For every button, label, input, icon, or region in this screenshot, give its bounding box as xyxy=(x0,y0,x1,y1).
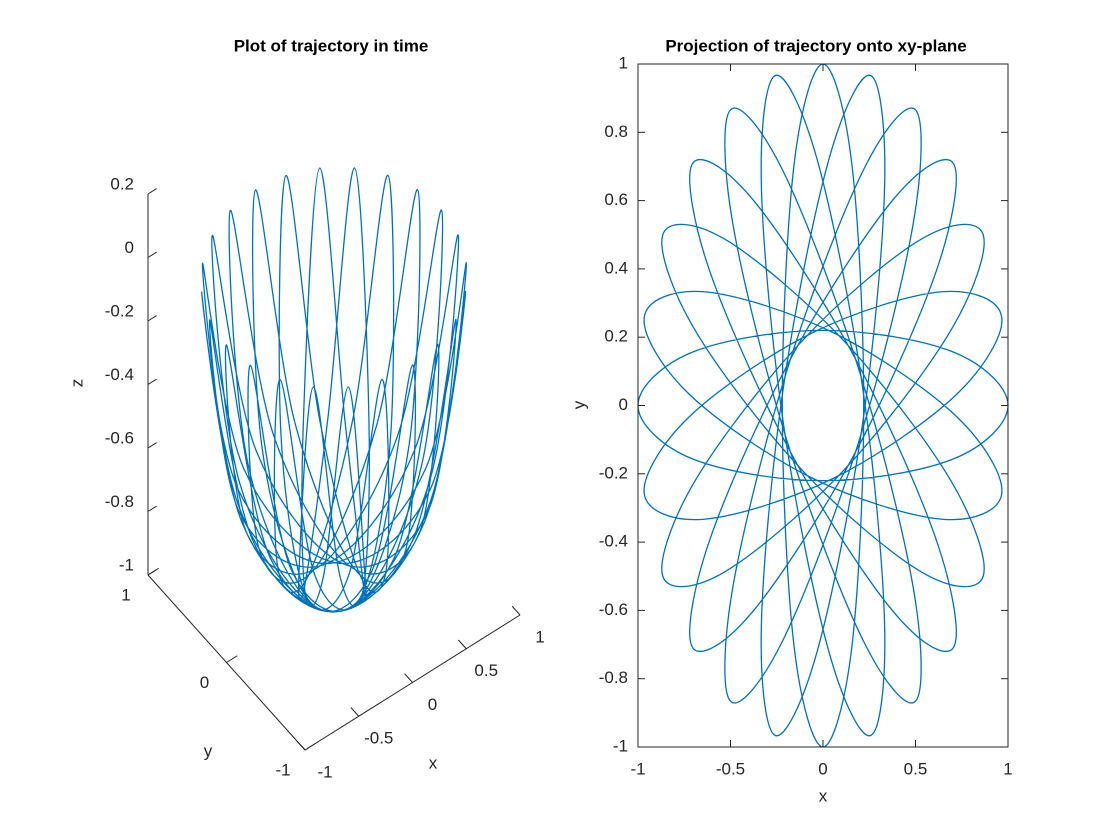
y-tick xyxy=(226,655,238,663)
x-axis-label: x xyxy=(429,753,438,772)
y-tick-label: 0 xyxy=(619,395,628,414)
x-tick-label: 1 xyxy=(1003,759,1012,778)
z-tick-label: -0.8 xyxy=(105,492,134,511)
x-tick xyxy=(404,673,413,683)
x-tick-label: -1 xyxy=(630,759,645,778)
y-tick-label: -0.4 xyxy=(599,532,628,551)
y-tick-label: -1 xyxy=(275,760,290,779)
z-tick-label: -0.2 xyxy=(105,301,134,320)
z-tick xyxy=(147,188,157,195)
y-tick-label: 0.8 xyxy=(604,122,628,141)
z-tick-label: 0 xyxy=(125,238,134,257)
z-tick-label: -0.4 xyxy=(105,365,134,384)
z-tick-label: -1 xyxy=(119,555,134,574)
z-tick-label: -0.6 xyxy=(105,428,134,447)
z-tick xyxy=(147,378,157,385)
chart-title: Plot of trajectory in time xyxy=(234,36,429,55)
y-tick-label: 0 xyxy=(200,673,209,692)
y-tick-label: -0.6 xyxy=(599,600,628,619)
x-tick xyxy=(458,639,467,650)
y-tick-label: 1 xyxy=(619,53,628,72)
x-tick xyxy=(350,707,360,717)
y-tick-label: -0.8 xyxy=(599,668,628,687)
y-tick-label: -1 xyxy=(613,736,628,755)
z-tick xyxy=(147,569,157,576)
z-axis-label: z xyxy=(67,379,86,388)
z-tick-label: 0.2 xyxy=(110,174,134,193)
chart-title: Projection of trajectory onto xy-plane xyxy=(665,36,966,55)
y-tick-label: 0.2 xyxy=(604,327,628,346)
x-tick xyxy=(296,740,306,751)
x-tick xyxy=(511,605,521,616)
x-axis-label: x xyxy=(819,786,828,805)
y-axis-label: y xyxy=(204,741,213,760)
z-tick xyxy=(147,251,157,258)
x-tick-label: -0.5 xyxy=(364,729,393,748)
x-tick-label: 0.5 xyxy=(904,759,928,778)
x-tick-label: -1 xyxy=(317,762,332,781)
z-tick xyxy=(147,315,157,322)
trajectory-line xyxy=(200,167,468,613)
z-tick xyxy=(147,442,157,449)
x-tick-label: 1 xyxy=(535,627,544,646)
x-tick-label: 0 xyxy=(818,759,827,778)
y-tick-label: 0.6 xyxy=(604,190,628,209)
y-axis-label: y xyxy=(569,400,588,409)
x-tick-label: -0.5 xyxy=(716,759,745,778)
y-tick xyxy=(304,742,317,751)
x-tick-label: 0.5 xyxy=(474,661,498,680)
y-tick-label: 0.4 xyxy=(604,258,628,277)
z-tick xyxy=(147,505,157,512)
y-tick-label: 1 xyxy=(121,585,130,604)
y-tick-label: -0.2 xyxy=(599,463,628,482)
x-tick-label: 0 xyxy=(428,695,437,714)
